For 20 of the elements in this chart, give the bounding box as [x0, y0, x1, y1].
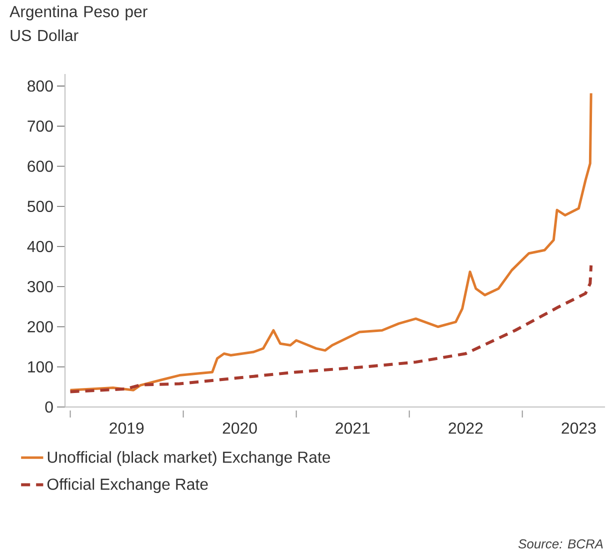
y-tick-label: 600 — [28, 160, 53, 172]
x-tick-label: 2022 — [448, 422, 483, 434]
legend-label: Official Exchange Rate — [47, 478, 208, 494]
source-note: Source: BCRA — [518, 539, 603, 548]
x-tick-label: 2021 — [336, 422, 370, 434]
y-tick-label: 700 — [28, 120, 53, 132]
x-tick-label: 2019 — [110, 422, 144, 434]
line-series — [68, 264, 593, 394]
y-tick-label: 800 — [28, 80, 53, 92]
y-axis-title: Argentina Peso per US Dollar — [10, 6, 148, 42]
line-series — [69, 92, 592, 392]
x-tick-label: 2020 — [222, 422, 257, 434]
y-tick-label: 0 — [45, 401, 53, 413]
y-tick-label: 400 — [27, 240, 53, 252]
x-tick-label: 2023 — [562, 422, 596, 434]
y-tick-label: 500 — [28, 200, 53, 212]
legend-label: Unofficial (black market) Exchange Rate — [48, 451, 330, 466]
y-tick-label: 300 — [28, 281, 53, 292]
y-tick-label: 100 — [28, 361, 53, 373]
y-tick-label: 200 — [28, 321, 53, 332]
